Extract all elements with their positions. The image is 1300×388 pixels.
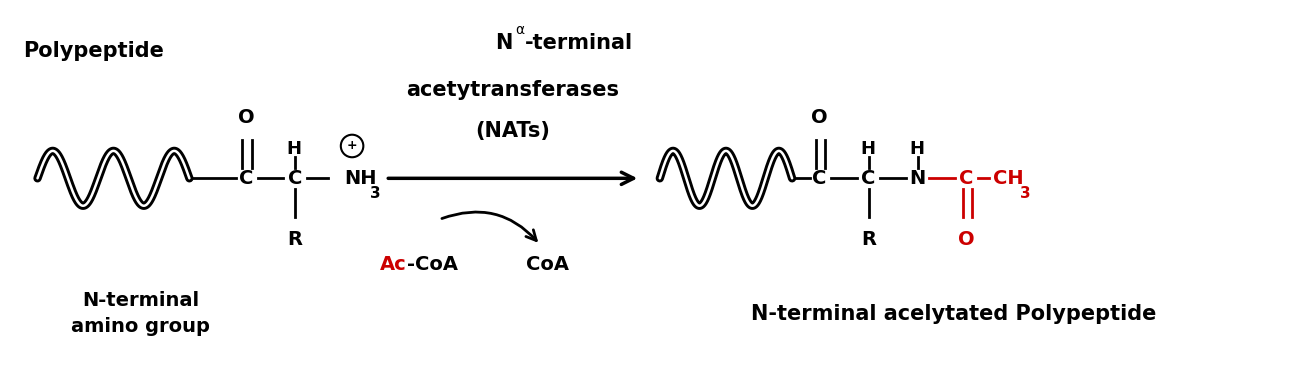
Text: 3: 3 xyxy=(370,185,381,201)
Text: C: C xyxy=(289,169,303,188)
Text: CH: CH xyxy=(993,169,1023,188)
FancyArrowPatch shape xyxy=(442,212,537,241)
Text: C: C xyxy=(239,169,254,188)
Text: CoA: CoA xyxy=(525,255,568,274)
Text: N-terminal acelytated Polypeptide: N-terminal acelytated Polypeptide xyxy=(751,303,1157,324)
Text: (NATs): (NATs) xyxy=(476,121,550,141)
Text: C: C xyxy=(862,169,876,188)
Text: C: C xyxy=(812,169,827,188)
Text: O: O xyxy=(958,230,975,249)
Text: Polypeptide: Polypeptide xyxy=(23,41,164,61)
Text: -terminal: -terminal xyxy=(525,33,633,53)
Text: -CoA: -CoA xyxy=(407,255,458,274)
Text: Ac: Ac xyxy=(380,255,407,274)
Text: R: R xyxy=(287,230,303,249)
Text: N-terminal
amino group: N-terminal amino group xyxy=(72,291,209,336)
Text: acetytransferases: acetytransferases xyxy=(407,80,619,100)
Text: O: O xyxy=(238,108,255,127)
Text: α: α xyxy=(515,23,524,37)
Text: +: + xyxy=(347,139,358,152)
Text: H: H xyxy=(287,140,302,158)
Text: NH: NH xyxy=(344,169,377,188)
Text: H: H xyxy=(909,140,924,158)
Text: N: N xyxy=(495,33,512,53)
Text: C: C xyxy=(959,169,974,188)
Text: N: N xyxy=(910,169,926,188)
Text: 3: 3 xyxy=(1020,185,1031,201)
Text: R: R xyxy=(861,230,876,249)
Text: O: O xyxy=(811,108,828,127)
Text: H: H xyxy=(861,140,875,158)
